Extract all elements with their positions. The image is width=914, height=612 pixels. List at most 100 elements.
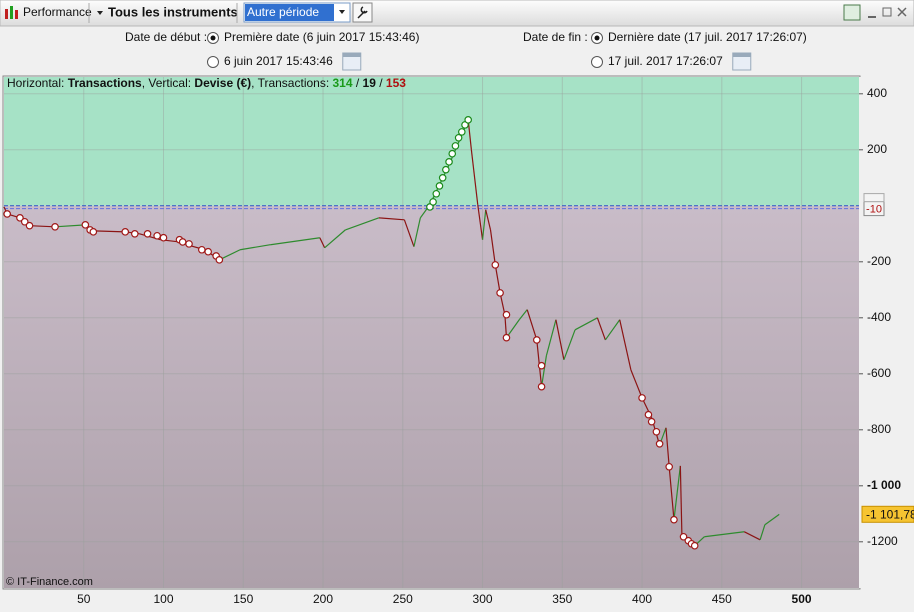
equity-segment	[518, 309, 528, 321]
current-value-label: -1 101,78	[866, 507, 914, 521]
trade-marker	[652, 427, 661, 436]
radio-button[interactable]	[207, 56, 219, 68]
trade-marker	[647, 417, 656, 426]
instruments-menu[interactable]: Tous les instruments	[108, 4, 238, 19]
equity-segment	[596, 317, 606, 341]
period-value[interactable]: Autre période	[247, 5, 319, 19]
y-tick-label: -1 000	[867, 478, 901, 492]
x-tick-label: 50	[77, 592, 91, 606]
equity-segment	[563, 329, 576, 361]
equity-segment	[319, 237, 326, 249]
x-tick-label: 300	[473, 592, 493, 606]
trade-marker	[451, 142, 460, 150]
close-button[interactable]	[897, 7, 907, 17]
app-icon	[5, 6, 18, 19]
trade-marker	[131, 230, 139, 238]
x-tick-label: 100	[153, 592, 173, 606]
trade-marker	[81, 221, 90, 229]
radio-label[interactable]: Dernière date (17 juil. 2017 17:26:07)	[608, 30, 807, 44]
equity-segment	[574, 317, 598, 331]
equity-segment	[665, 427, 670, 467]
equity-segment	[270, 237, 320, 246]
trade-marker	[432, 189, 441, 198]
trade-marker	[185, 240, 193, 248]
trade-marker	[121, 228, 130, 236]
x-tick-label: 450	[712, 592, 732, 606]
header-part: Transactions	[68, 76, 142, 90]
date-label: Date de fin :	[523, 30, 588, 44]
date-selector: Date de début : Première date (6 juin 201…	[125, 30, 807, 71]
dropdown-arrow[interactable]	[97, 11, 103, 15]
y-tick-label: 400	[867, 86, 887, 100]
radio-label[interactable]: 6 juin 2017 15:43:46	[224, 54, 333, 68]
equity-segment	[604, 319, 621, 341]
trade-marker	[458, 128, 466, 136]
trade-marker	[454, 133, 463, 142]
header-part: Horizontal:	[7, 76, 68, 90]
radio-dot	[594, 35, 600, 41]
trade-marker	[665, 462, 673, 471]
equity-segment	[324, 229, 346, 249]
trade-marker	[644, 410, 653, 419]
reference-tab	[863, 193, 885, 203]
radio-label[interactable]: 17 juil. 2017 17:26:07	[608, 54, 723, 68]
equity-segment	[764, 513, 780, 526]
trade-marker	[3, 210, 11, 218]
trade-marker	[51, 223, 59, 231]
trade-marker	[20, 217, 29, 226]
calendar-header	[732, 53, 751, 57]
equity-segment	[470, 149, 479, 205]
equity-segment	[494, 264, 501, 293]
trade-marker	[159, 233, 168, 242]
y-tick-label: -200	[867, 254, 891, 268]
trade-marker	[496, 289, 504, 297]
trade-marker	[429, 198, 437, 206]
loss-zone	[4, 205, 859, 589]
header-part: , Transactions:	[251, 76, 332, 90]
y-tick-label: 200	[867, 142, 887, 156]
equity-segment	[504, 314, 508, 338]
header-part: 19	[363, 76, 377, 90]
trade-marker	[438, 174, 447, 182]
select-arrow[interactable]	[339, 10, 345, 14]
toolbar	[0, 0, 914, 27]
equity-segment	[704, 531, 745, 538]
chart: 50 100 150 200 250 300 350 400 450 500 400 200 -200 -…	[3, 76, 914, 606]
header-part: Devise (€)	[194, 76, 251, 90]
trade-marker	[502, 333, 511, 342]
chart-header: Horizontal: Transactions, Vertical: Devi…	[7, 76, 406, 90]
wrench-icon	[357, 6, 368, 19]
header-part: /	[353, 76, 363, 90]
trade-marker	[655, 439, 664, 448]
trade-marker	[491, 261, 500, 269]
trade-marker	[537, 382, 546, 391]
module-label[interactable]: Performance	[23, 5, 92, 19]
y-tick-label: -1200	[867, 534, 898, 548]
trade-marker	[89, 228, 98, 236]
date-label: Date de début :	[125, 30, 207, 44]
radio-button[interactable]	[591, 56, 603, 68]
trade-marker	[442, 165, 450, 174]
equity-segment	[481, 209, 487, 240]
trade-marker	[532, 336, 541, 344]
radio-label[interactable]: Première date (6 juin 2017 15:43:46)	[224, 30, 419, 44]
period-highlight	[245, 4, 334, 21]
equity-segment	[345, 217, 380, 231]
export-button[interactable]	[843, 4, 861, 21]
x-tick-label: 250	[393, 592, 413, 606]
current-value-box	[861, 505, 914, 523]
maximize-button[interactable]	[882, 7, 892, 17]
trade-marker	[215, 256, 224, 264]
y-tick-label: -600	[867, 366, 891, 380]
equity-segment	[545, 319, 557, 357]
trade-marker	[25, 221, 34, 230]
equity-segment	[630, 369, 643, 399]
equity-segment	[759, 524, 766, 541]
x-tick-label: 350	[552, 592, 572, 606]
trade-marker	[197, 245, 206, 254]
trade-marker	[448, 149, 457, 158]
trade-marker	[143, 230, 152, 238]
trade-marker	[464, 116, 472, 124]
trade-marker	[679, 532, 688, 541]
